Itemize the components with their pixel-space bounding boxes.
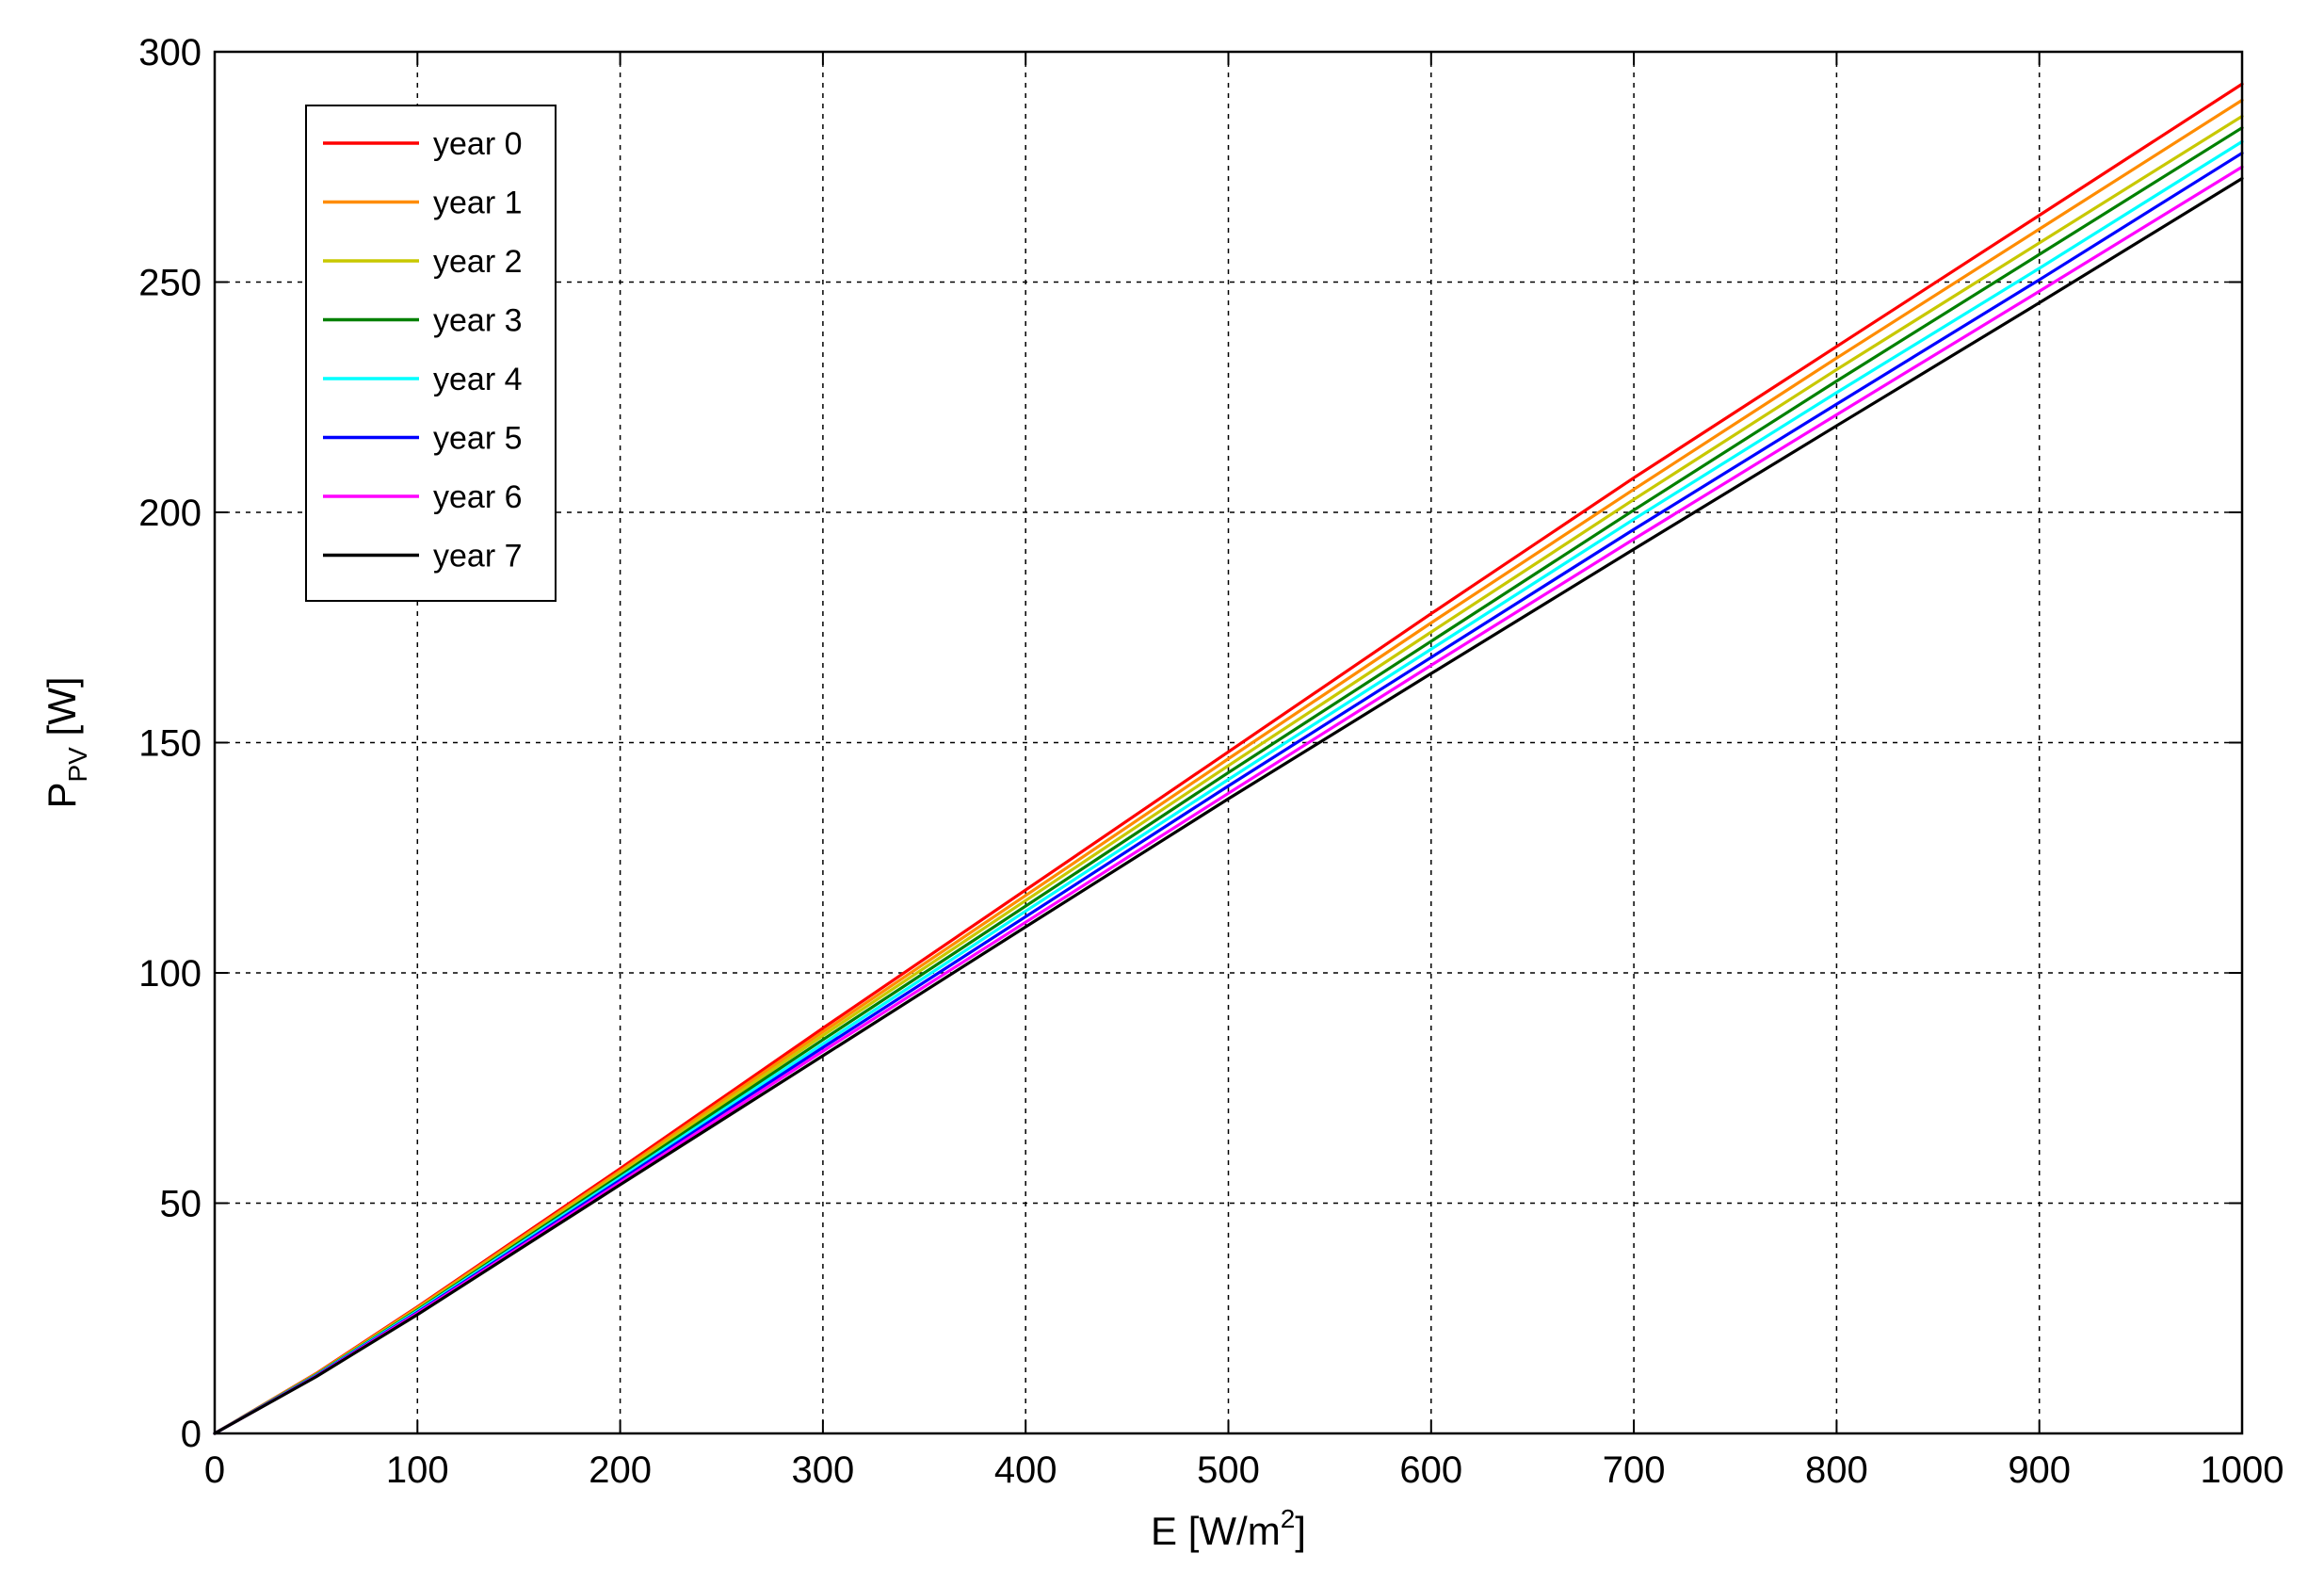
legend-box xyxy=(305,105,557,602)
legend-label: year 7 xyxy=(433,539,523,575)
x-tick-label: 900 xyxy=(2008,1449,2071,1491)
y-tick-label: 200 xyxy=(138,493,202,534)
x-tick-label: 300 xyxy=(792,1449,855,1491)
series-line-year-7 xyxy=(213,176,2244,1435)
y-tick-label: 0 xyxy=(181,1414,202,1455)
legend-label: year 2 xyxy=(433,244,523,280)
x-axis-label-text: E [W/m xyxy=(1151,1509,1281,1553)
x-tick-label: 600 xyxy=(1399,1449,1462,1491)
grid xyxy=(215,52,2242,1433)
y-tick-label: 150 xyxy=(138,723,202,765)
x-tick-label: 100 xyxy=(386,1449,449,1491)
y-tick-label: 300 xyxy=(138,32,202,73)
x-tick-label: 400 xyxy=(994,1449,1057,1491)
y-tick-label: 250 xyxy=(138,263,202,304)
x-axis-label-end: ] xyxy=(1295,1509,1306,1553)
legend-items: year 0 year 1 year 2 year 3 year 4 year 5 year… xyxy=(323,126,523,575)
axis-ticks xyxy=(214,51,2243,1434)
y-axis-label-main: P xyxy=(40,783,84,809)
legend: year 0 year 1 year 2 year 3 year 4 year 5 year… xyxy=(305,105,557,602)
y-tick-labels: 0 50 100 150 200 250 300 xyxy=(138,32,202,1455)
y-axis-label-sub: PV xyxy=(63,747,92,783)
y-tick-label: 100 xyxy=(138,953,202,995)
y-axis-label: PPV [W] xyxy=(40,676,92,808)
series-lines xyxy=(213,82,2244,1435)
x-axis-label-sup: 2 xyxy=(1281,1504,1296,1533)
legend-label: year 5 xyxy=(433,421,523,457)
legend-label: year 4 xyxy=(433,362,523,397)
x-tick-label: 200 xyxy=(589,1449,652,1491)
x-tick-labels: 0 100 200 300 400 500 600 700 800 900 1000 xyxy=(204,1449,2284,1491)
x-tick-label: 1000 xyxy=(2201,1449,2284,1491)
y-tick-label: 50 xyxy=(160,1184,202,1225)
x-tick-label: 0 xyxy=(204,1449,225,1491)
y-axis-label-end: [W] xyxy=(40,676,84,747)
legend-label: year 3 xyxy=(433,303,523,339)
legend-label: year 6 xyxy=(433,479,523,515)
x-tick-label: 700 xyxy=(1603,1449,1666,1491)
x-tick-label: 500 xyxy=(1197,1449,1260,1491)
legend-label: year 1 xyxy=(433,186,523,221)
x-axis-label: E [W/m2] xyxy=(1151,1504,1306,1553)
legend-label: year 0 xyxy=(433,126,523,162)
x-tick-label: 800 xyxy=(1805,1449,1868,1491)
